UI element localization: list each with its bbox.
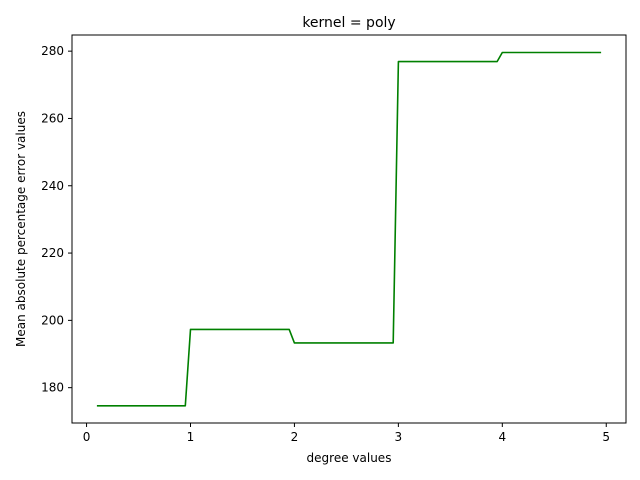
- series-line: [96, 51, 602, 407]
- x-axis-ticks: 0 1 2 3 4 5: [83, 423, 610, 444]
- y-axis-label: Mean absolute percentage error values: [14, 111, 28, 347]
- series-layer: [96, 51, 602, 407]
- plot-frame: [71, 34, 627, 424]
- chart-title: kernel = poly: [302, 15, 395, 31]
- y-tick-label: 220: [41, 246, 64, 260]
- x-axis-label: degree values: [307, 451, 392, 465]
- x-tick-label: 0: [83, 430, 91, 444]
- y-tick-label: 240: [41, 179, 64, 193]
- y-tick-label: 200: [41, 313, 64, 327]
- x-tick-label: 1: [187, 430, 195, 444]
- y-tick-label: 260: [41, 111, 64, 125]
- y-tick-label: 180: [41, 381, 64, 395]
- x-tick-label: 2: [291, 430, 299, 444]
- x-tick-label: 3: [395, 430, 403, 444]
- y-axis-ticks: 180 200 220 240 260 280: [41, 44, 72, 395]
- x-tick-label: 4: [498, 430, 506, 444]
- y-tick-label: 280: [41, 44, 64, 58]
- x-tick-label: 5: [602, 430, 610, 444]
- plot-area: [72, 35, 626, 423]
